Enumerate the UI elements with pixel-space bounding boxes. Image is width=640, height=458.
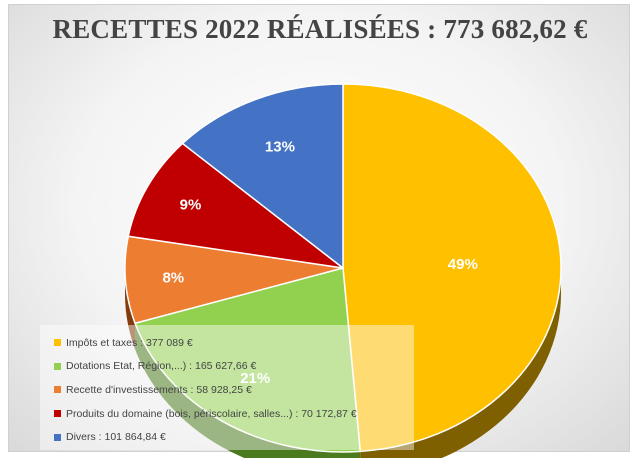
pie-slices — [124, 83, 562, 453]
legend-item-2: Recette d'investissements : 58 928,25 € — [54, 378, 414, 402]
pie-side-0 — [360, 268, 561, 458]
legend-swatch-3 — [54, 410, 61, 418]
legend: Impôts et taxes : 377 089 € Dotations Eta… — [40, 325, 414, 450]
slice-label-2: 8% — [162, 269, 184, 286]
legend-label-0: Impôts et taxes : 377 089 € — [66, 336, 193, 349]
slice-label-3: 9% — [180, 196, 202, 213]
legend-label-3: Produits du domaine (bois, périscolaire,… — [66, 407, 357, 420]
legend-label-2: Recette d'investissements : 58 928,25 € — [66, 383, 252, 396]
pie-slice-3 — [127, 142, 344, 269]
slice-label-1: 21% — [240, 370, 270, 387]
slice-label-4: 13% — [265, 139, 295, 156]
pie-slice-4 — [181, 83, 344, 269]
pie-side-1 — [135, 323, 361, 458]
legend-swatch-1 — [54, 362, 61, 370]
pie-slice-0 — [342, 83, 562, 453]
pie-slice-2 — [124, 235, 344, 324]
slice-label-0: 49% — [448, 256, 478, 273]
legend-swatch-0 — [54, 339, 61, 347]
legend-label-4: Divers : 101 864,84 € — [66, 431, 166, 444]
chart-title: RECETTES 2022 RÉALISÉES : 773 682,62 € — [52, 14, 588, 44]
legend-item-0: Impôts et taxes : 377 089 € — [54, 331, 414, 355]
legend-label-1: Dotations Etat, Région,...) : 165 627,66… — [66, 360, 257, 373]
legend-item-3: Produits du domaine (bois, périscolaire,… — [54, 402, 414, 426]
legend-swatch-4 — [54, 433, 61, 441]
legend-item-4: Divers : 101 864,84 € — [54, 425, 414, 449]
legend-item-1: Dotations Etat, Région,...) : 165 627,66… — [54, 355, 414, 379]
pie-slice-1 — [134, 267, 361, 453]
legend-swatch-2 — [54, 386, 61, 394]
pie-labels: 49% 21% 8% 9% 13% — [162, 139, 477, 387]
